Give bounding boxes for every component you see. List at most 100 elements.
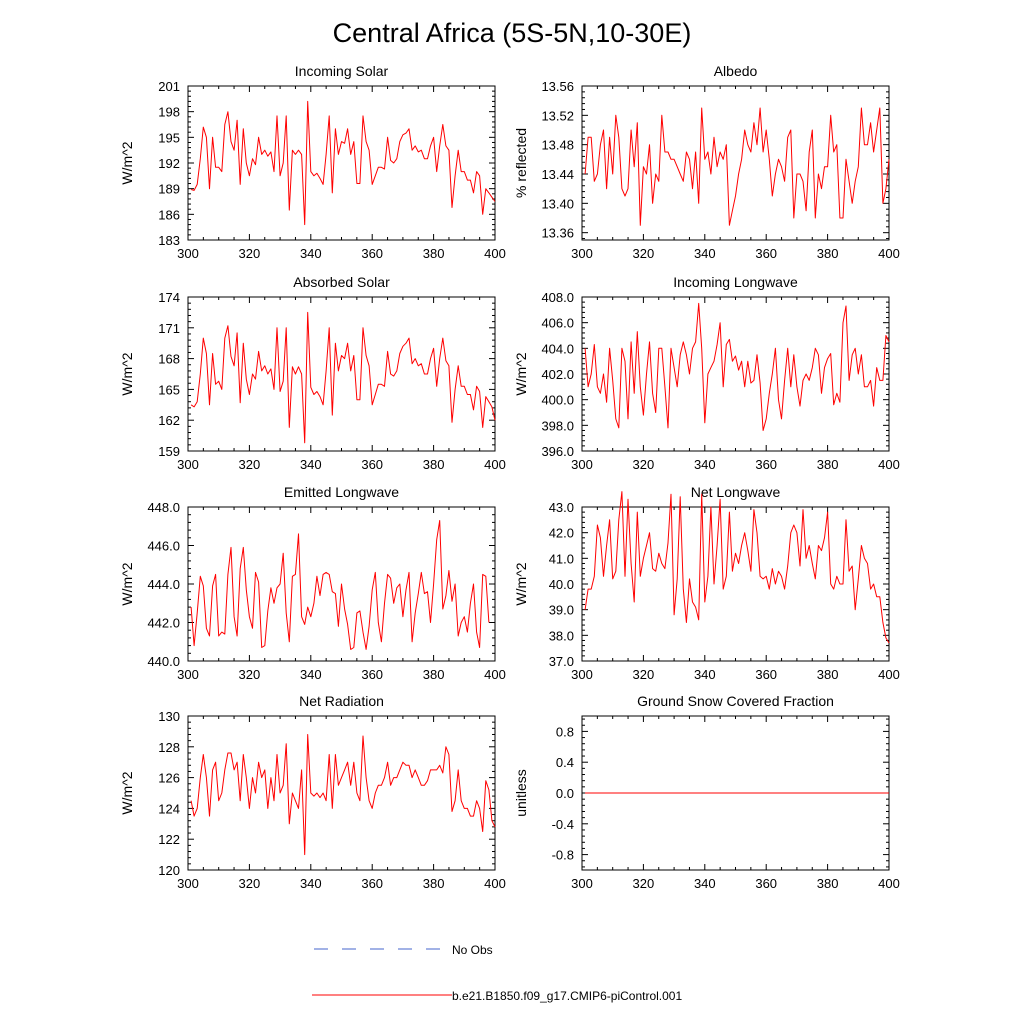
y-tick-label: 0.8 [556,724,574,739]
y-tick-label: 408.0 [541,290,574,305]
y-tick-label: 41.0 [549,551,574,566]
y-tick-label: 40.0 [549,577,574,592]
legend-model-label: b.e21.B1850.f09_g17.CMIP6-piControl.001 [452,989,682,1003]
y-tick-label: 402.0 [541,367,574,382]
panel-title: Net Radiation [299,693,384,709]
x-tick-label: 380 [817,876,839,891]
x-tick-label: 400 [878,667,900,682]
y-tick-label: 442.0 [147,616,180,631]
y-tick-label: 195 [158,130,180,145]
series-line [584,302,890,431]
x-tick-label: 400 [878,457,900,472]
x-tick-label: 340 [300,457,322,472]
y-tick-label: 0.0 [556,786,574,801]
panel-title: Ground Snow Covered Fraction [637,693,834,709]
x-tick-label: 340 [694,246,716,261]
legend: No Obs b.e21.B1850.f09_g17.CMIP6-piContr… [312,943,682,1003]
y-tick-label: 13.40 [541,196,574,211]
y-axis-label: W/m^2 [119,352,135,395]
panel-7: Ground Snow Covered Fraction unitless 300 3… [513,693,900,891]
x-tick-label: 300 [177,876,199,891]
plot-frame [581,296,890,452]
y-axis-label: W/m^2 [119,771,135,814]
y-tick-label: 162 [158,413,180,428]
legend-obs-label: No Obs [452,943,493,957]
x-tick-label: 400 [484,246,506,261]
panel-title: Net Longwave [691,484,781,500]
x-tick-label: 320 [239,876,261,891]
y-tick-label: 400.0 [541,393,574,408]
x-tick-label: 400 [484,457,506,472]
y-tick-label: 201 [158,79,180,94]
y-tick-label: 440.0 [147,654,180,669]
x-tick-label: 340 [694,876,716,891]
x-tick-label: 340 [300,876,322,891]
x-tick-label: 360 [361,667,383,682]
panel-0: Incoming Solar W/m^2 300 320 340 360 380 400 183… [119,63,506,261]
x-tick-label: 380 [423,876,445,891]
y-tick-label: 168 [158,352,180,367]
x-tick-label: 340 [694,667,716,682]
y-axis-label: W/m^2 [119,562,135,605]
y-tick-label: 174 [158,290,180,305]
x-tick-label: 360 [755,667,777,682]
x-tick-label: 340 [300,667,322,682]
y-tick-label: 42.0 [549,526,574,541]
y-tick-label: 183 [158,233,180,248]
y-tick-label: 13.44 [541,167,574,182]
panel-title: Albedo [714,63,758,79]
y-tick-label: 38.0 [549,628,574,643]
x-tick-label: 360 [755,457,777,472]
panel-5: Net Longwave W/m^2 300 320 340 360 380 400 37.0 3… [513,484,900,682]
x-tick-label: 300 [177,246,199,261]
x-tick-label: 360 [361,876,383,891]
y-axis-label: W/m^2 [513,352,529,395]
x-tick-label: 320 [633,246,655,261]
panel-6: Net Radiation W/m^2 300 320 340 360 380 400 120 1… [119,693,506,891]
x-tick-label: 320 [239,457,261,472]
x-tick-label: 300 [177,457,199,472]
y-tick-label: 130 [158,709,180,724]
y-tick-label: 39.0 [549,603,574,618]
x-tick-label: 320 [633,876,655,891]
y-tick-label: 189 [158,182,180,197]
series-line [190,311,496,444]
panel-title: Incoming Solar [295,63,389,79]
x-tick-label: 380 [423,667,445,682]
panel-title: Absorbed Solar [293,274,390,290]
y-tick-label: 171 [158,321,180,336]
x-tick-label: 360 [755,876,777,891]
y-tick-label: 396.0 [541,444,574,459]
x-tick-label: 380 [817,457,839,472]
y-tick-label: 186 [158,207,180,222]
x-tick-label: 400 [484,667,506,682]
panel-title: Incoming Longwave [673,274,798,290]
x-tick-label: 300 [571,246,593,261]
y-tick-label: 398.0 [541,418,574,433]
y-tick-label: 159 [158,444,180,459]
y-axis-label: unitless [513,769,529,816]
x-tick-label: 380 [423,246,445,261]
panel-2: Absorbed Solar W/m^2 300 320 340 360 380 400 159… [119,274,506,472]
y-tick-label: 37.0 [549,654,574,669]
plot-frame [187,85,496,241]
series-line [190,734,496,856]
y-tick-label: -0.4 [552,817,574,832]
y-tick-label: 406.0 [541,316,574,331]
plot-frame [187,715,496,871]
x-tick-label: 340 [300,246,322,261]
x-tick-label: 360 [361,246,383,261]
y-tick-label: 404.0 [541,341,574,356]
y-tick-label: 448.0 [147,500,180,515]
y-tick-label: 0.4 [556,755,574,770]
y-axis-label: % reflected [513,128,529,198]
y-tick-label: 13.48 [541,138,574,153]
y-axis-label: W/m^2 [119,141,135,184]
x-tick-label: 300 [571,876,593,891]
panel-title: Emitted Longwave [284,484,399,500]
x-tick-label: 340 [694,457,716,472]
y-tick-label: 192 [158,156,180,171]
x-tick-label: 400 [484,876,506,891]
figure-title: Central Africa (5S-5N,10-30E) [333,18,692,48]
